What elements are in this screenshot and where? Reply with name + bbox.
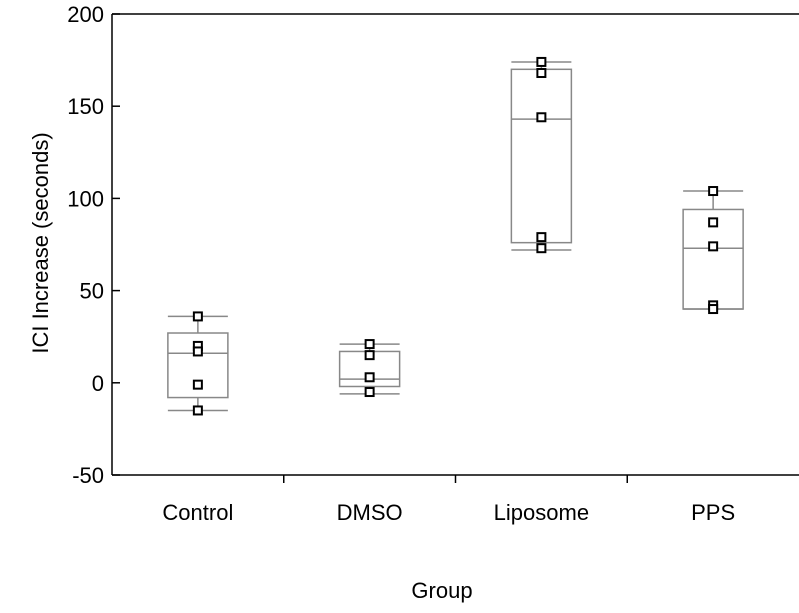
data-point <box>366 351 374 359</box>
y-tick-label: 200 <box>67 2 104 27</box>
data-point <box>366 373 374 381</box>
data-point <box>537 113 545 121</box>
box-group-pps <box>683 187 743 313</box>
box-group-liposome <box>511 58 571 252</box>
x-tick-label: Control <box>162 500 233 525</box>
y-tick-label: 150 <box>67 94 104 119</box>
data-point <box>366 340 374 348</box>
y-axis: -50 0 50 100 150 200 <box>67 2 799 488</box>
box-group-dmso <box>340 340 400 396</box>
boxes <box>168 58 743 415</box>
data-point <box>194 406 202 414</box>
data-point <box>709 305 717 313</box>
data-point <box>709 187 717 195</box>
data-point <box>366 388 374 396</box>
y-tick-label: 50 <box>80 279 104 304</box>
data-point <box>194 381 202 389</box>
box-group-control <box>168 312 228 414</box>
x-tick-label: Liposome <box>494 500 589 525</box>
y-axis-label: ICI Increase (seconds) <box>28 132 53 353</box>
x-tick-label: DMSO <box>337 500 403 525</box>
y-tick-label: 100 <box>67 186 104 211</box>
x-axis-label: Group <box>411 578 472 603</box>
data-point <box>537 244 545 252</box>
data-point <box>194 312 202 320</box>
x-axis: Control DMSO Liposome PPS <box>112 475 799 525</box>
data-point <box>537 58 545 66</box>
data-point <box>709 242 717 250</box>
y-tick-label: 0 <box>92 371 104 396</box>
y-tick-label: -50 <box>72 463 104 488</box>
data-point <box>194 347 202 355</box>
data-point <box>709 218 717 226</box>
data-point <box>537 69 545 77</box>
box <box>511 69 571 242</box>
data-point <box>537 233 545 241</box>
x-tick-label: PPS <box>691 500 735 525</box>
